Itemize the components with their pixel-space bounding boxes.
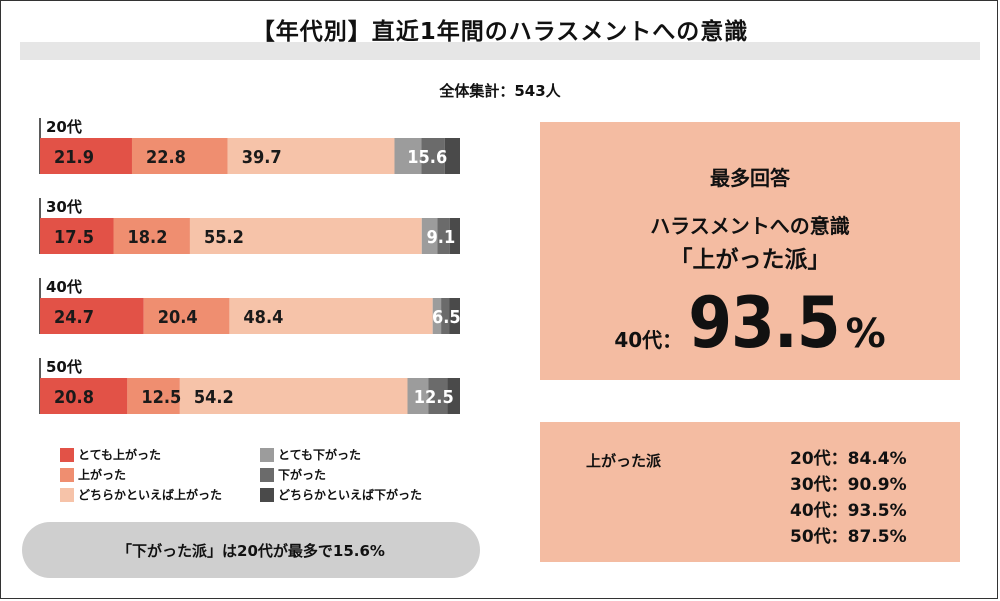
- data-label: 55.2: [204, 227, 244, 248]
- legend-item-very-down: とても下がった: [260, 446, 361, 463]
- top-answer-age: 40代：: [614, 328, 683, 352]
- summary-box: 上がった派 20代：84.4% 30代：90.9% 40代：93.5% 50代：…: [540, 422, 960, 562]
- data-label: 48.4: [243, 307, 283, 328]
- bar-segment: [40, 218, 114, 254]
- top-answer-unit: %: [845, 311, 886, 357]
- top-answer-box: 最多回答 ハラスメントへの意識 「上がった派」 40代： 93.5 %: [540, 122, 960, 380]
- data-label: 54.2: [194, 387, 234, 408]
- data-label: 20.4: [158, 307, 198, 328]
- bar-segment: [441, 298, 450, 334]
- bar-segment: [449, 298, 460, 334]
- legend-label: 上がった: [78, 468, 127, 482]
- top-answer-value-row: 40代： 93.5 %: [540, 282, 960, 364]
- bar-segment: [127, 378, 180, 414]
- bar-segment: [449, 218, 460, 254]
- bar-segment: [437, 218, 450, 254]
- down-total-label: 15.6: [407, 147, 447, 168]
- bar-segment: [421, 218, 438, 254]
- legend-item-slightly-up: どちらかといえば上がった: [60, 486, 222, 503]
- legend-swatch: [260, 487, 274, 502]
- legend-item-down: 下がった: [260, 466, 326, 483]
- bar-segment: [113, 218, 190, 254]
- legend-item-slightly-down: どちらかといえば下がった: [260, 486, 422, 503]
- top-answer-line2: 「上がった派」: [669, 247, 831, 273]
- summary-title: 上がった派: [586, 452, 662, 470]
- bar-segment: [229, 298, 433, 334]
- legend-swatch: [60, 487, 74, 502]
- bar-segment: [227, 138, 395, 174]
- data-label: 21.9: [54, 147, 94, 168]
- bar-segment: [40, 138, 132, 174]
- legend-label: 下がった: [278, 468, 327, 482]
- data-label: 24.7: [54, 307, 94, 328]
- data-label: 22.8: [146, 147, 186, 168]
- legend-label: とても上がった: [78, 448, 162, 462]
- summary-row: 20代：84.4%: [790, 449, 907, 469]
- summary-row: 40代：93.5%: [790, 501, 907, 521]
- callout-pill: 「下がった派」は20代が最多で15.6%: [22, 522, 480, 578]
- stacked-bar-chart: 20代 21.9 22.8 39.7 15.6 30代 17.5 18.2 55.2 9.1 40代…: [39, 118, 461, 414]
- legend-label: どちらかといえば下がった: [278, 488, 423, 502]
- bar-segment: [179, 378, 408, 414]
- chart-title: 【年代別】直近1年間のハラスメントへの意識: [251, 19, 749, 45]
- data-label: 20.8: [54, 387, 94, 408]
- data-label: 17.5: [54, 227, 94, 248]
- bar-segment: [428, 378, 448, 414]
- top-answer-heading: 最多回答: [710, 166, 790, 190]
- category-label: 50代: [46, 358, 82, 376]
- category-label: 30代: [46, 198, 82, 216]
- down-total-label: 9.1: [427, 227, 456, 248]
- bar-segment: [394, 138, 422, 174]
- category-label: 40代: [46, 278, 82, 296]
- down-total-label: 6.5: [432, 307, 461, 328]
- bar-segment: [444, 138, 460, 174]
- bar-segment: [421, 138, 445, 174]
- legend-item-up: 上がった: [60, 466, 126, 483]
- legend-swatch: [60, 447, 74, 462]
- top-answer-line1: ハラスメントへの意識: [650, 214, 850, 238]
- legend-item-very-up: とても上がった: [60, 446, 161, 463]
- legend-swatch: [260, 447, 274, 462]
- summary-row: 30代：90.9%: [790, 475, 907, 495]
- bar-segment: [447, 378, 460, 414]
- bar-segment: [189, 218, 422, 254]
- legend-label: とても下がった: [278, 448, 362, 462]
- bar-segment: [131, 138, 228, 174]
- down-total-label: 12.5: [414, 387, 454, 408]
- top-answer-value: 93.5: [688, 282, 840, 364]
- bar-segment: [143, 298, 230, 334]
- summary-row: 50代：87.5%: [790, 527, 907, 547]
- legend-swatch: [60, 467, 74, 482]
- callout-text: 「下がった派」は20代が最多で15.6%: [117, 541, 385, 560]
- data-label: 39.7: [242, 147, 282, 168]
- data-label: 18.2: [128, 227, 168, 248]
- bar-segment: [40, 378, 128, 414]
- bar-segment: [432, 298, 442, 334]
- data-label: 12.5: [141, 387, 181, 408]
- title-underline: [20, 42, 980, 60]
- legend-swatch: [260, 467, 274, 482]
- bar-segment: [407, 378, 429, 414]
- chart-subtitle: 全体集計：543人: [439, 82, 561, 100]
- legend-label: どちらかといえば上がった: [78, 488, 223, 502]
- bar-segment: [40, 298, 144, 334]
- category-label: 20代: [46, 118, 82, 136]
